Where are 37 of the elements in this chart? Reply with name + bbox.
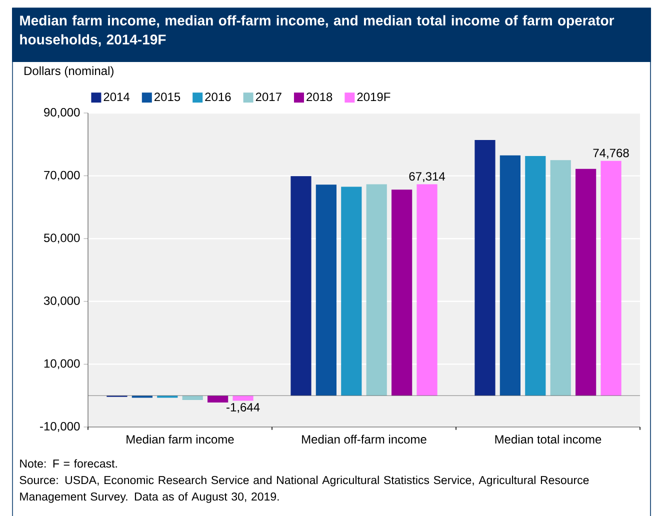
bar bbox=[474, 140, 496, 396]
x-tick-label: Median total income bbox=[495, 434, 602, 444]
bar bbox=[550, 160, 571, 396]
y-tick-label: 10,000 bbox=[44, 359, 80, 370]
bar bbox=[232, 396, 254, 401]
bar bbox=[600, 160, 622, 396]
bar bbox=[366, 184, 387, 396]
x-tick-label: Median off-farm income bbox=[302, 434, 426, 444]
chart-title: Median farm income, median off-farm income, and median total income of farm operator households, 2014-19F bbox=[20, 15, 614, 46]
bar bbox=[576, 168, 596, 396]
bar bbox=[290, 176, 312, 396]
bar bbox=[500, 155, 520, 396]
data-label: -1,644 bbox=[226, 402, 260, 413]
legend-label: 2016 bbox=[205, 92, 231, 102]
x-tick-label: Median farm income bbox=[126, 434, 234, 444]
y-tick-label: -10,000 bbox=[40, 422, 80, 432]
y-tick-label: 70,000 bbox=[44, 170, 80, 181]
data-label: 74,768 bbox=[593, 148, 629, 159]
text: Note: F = forecast. bbox=[20, 459, 117, 468]
y-tick-label: 50,000 bbox=[44, 234, 80, 244]
source-note: Source: USDA, Economic Research Service and National Agricultural Statistics Service, Agricultural Resource Management Survey. Data as of August 30, 2019. bbox=[20, 476, 589, 503]
bar bbox=[525, 156, 546, 396]
legend-label: 2014 bbox=[104, 92, 130, 102]
data-label: 67,314 bbox=[409, 172, 446, 182]
y-tick-label: 90,000 bbox=[44, 108, 80, 118]
legend-label: 2017 bbox=[256, 92, 282, 102]
bar bbox=[416, 184, 438, 396]
legend-label: 2015 bbox=[154, 92, 180, 102]
y-tick-label: 30,000 bbox=[44, 296, 80, 306]
bar bbox=[341, 186, 362, 396]
bar bbox=[182, 396, 203, 400]
legend-label: 2018 bbox=[306, 92, 332, 102]
bar bbox=[208, 396, 228, 403]
legend-label: 2019F bbox=[357, 92, 390, 102]
bar bbox=[392, 190, 412, 396]
bar bbox=[316, 184, 336, 396]
y-axis-title: Dollars (nominal) bbox=[24, 66, 114, 78]
